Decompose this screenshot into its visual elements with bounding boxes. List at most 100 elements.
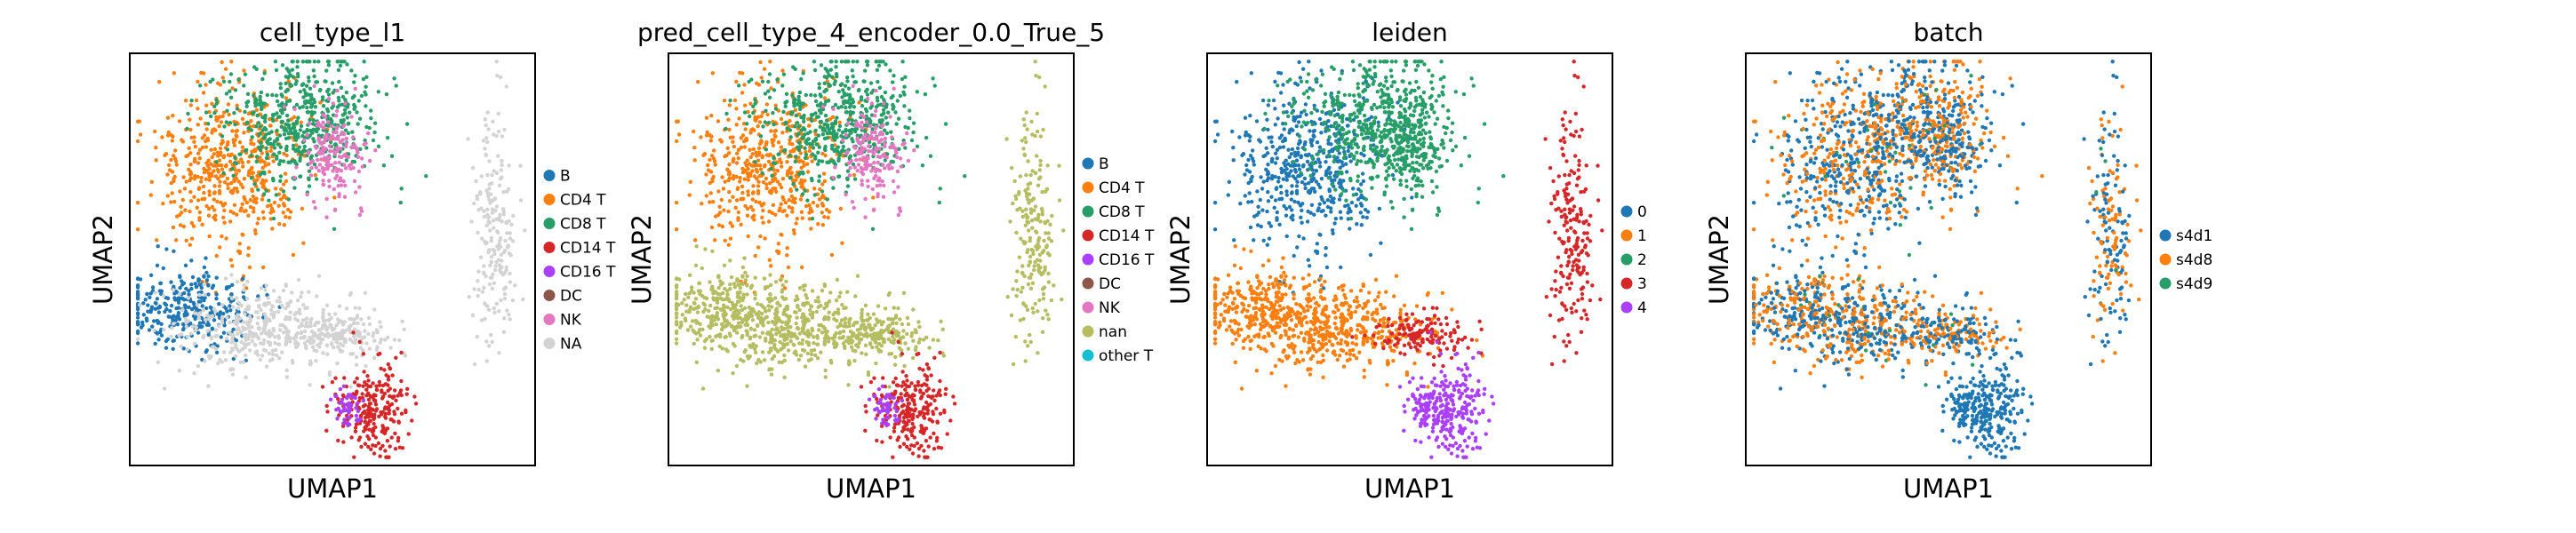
point [348,166,353,171]
point [885,410,890,414]
point [349,145,355,150]
point [719,307,724,312]
point [796,357,801,362]
point [803,132,807,137]
point [336,345,340,349]
point [905,315,910,321]
point [733,205,738,210]
point [231,173,236,178]
point [891,455,895,459]
point [282,223,286,227]
point [756,188,761,194]
point [252,206,256,211]
point [278,322,283,328]
point [809,113,814,117]
point [234,133,238,138]
point [239,157,244,162]
point [952,402,957,406]
point [763,163,767,168]
point [262,101,267,106]
point [287,74,292,78]
point [275,298,279,304]
point [188,209,192,214]
point [722,208,726,212]
point [341,409,346,413]
point [143,298,148,302]
point [277,162,282,166]
point [916,454,921,458]
point [358,206,364,211]
point [498,212,502,217]
legend-label: B [560,168,571,186]
point [785,126,789,131]
point [263,163,268,168]
point [336,135,340,139]
point [877,169,883,173]
point [284,81,288,86]
point [264,155,269,161]
point [793,159,797,164]
point [674,139,679,144]
point [192,371,196,376]
point [238,316,243,321]
point [220,163,224,168]
point [288,310,292,314]
point [336,184,340,188]
point [204,348,209,353]
point [197,210,202,215]
point [862,326,867,330]
point [892,413,898,418]
point [327,370,332,375]
point [154,158,158,163]
point [243,109,247,115]
point [911,338,916,343]
scatter-points [674,60,1066,459]
point [200,145,205,150]
point [269,307,274,313]
point [387,411,391,416]
point [504,265,508,269]
point [881,402,885,407]
legend-label: CD16 T [560,264,616,282]
point [847,321,852,325]
point [259,104,264,108]
point [500,259,504,263]
point [847,105,852,109]
point [147,328,152,332]
point [293,316,298,322]
point [873,323,877,328]
point [377,414,381,418]
point [789,171,794,175]
point [864,352,868,356]
point [359,317,364,322]
point [299,123,304,129]
point [721,187,726,191]
point [866,370,871,375]
point [291,143,296,148]
point [155,318,159,323]
point [304,316,308,322]
point [264,321,268,325]
point [316,169,321,173]
point [177,291,182,297]
point [760,155,764,160]
point [862,79,867,84]
point [177,119,182,123]
point [148,193,153,197]
point [500,219,504,224]
point [135,312,140,316]
point [751,147,756,152]
point [297,307,302,312]
point [836,145,840,149]
point [740,184,745,189]
point [892,190,897,195]
point [240,145,245,149]
point [324,196,329,202]
point [817,179,821,183]
point [831,107,836,112]
point [761,179,766,185]
point [373,402,379,407]
point [889,339,893,344]
point [165,115,171,120]
point [371,433,376,438]
